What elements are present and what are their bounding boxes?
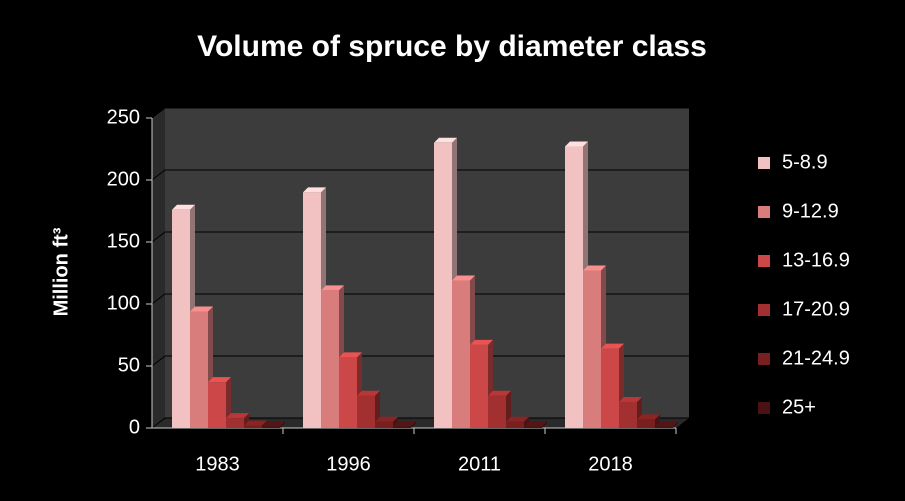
legend-swatch (758, 353, 770, 365)
floor (152, 418, 689, 428)
bar-side (393, 416, 398, 428)
x-tick-label: 1996 (326, 453, 371, 475)
y-tick-label: 200 (107, 168, 140, 190)
bar (339, 357, 357, 428)
bar-top (303, 187, 326, 193)
bar-top (357, 390, 380, 396)
bar-top (655, 421, 678, 427)
bar (375, 421, 393, 428)
bar (244, 425, 262, 428)
bar-side (524, 416, 529, 428)
bar (470, 344, 488, 428)
bar (506, 421, 524, 428)
bar-side (655, 414, 660, 428)
legend-swatch (758, 206, 770, 218)
bar-top (208, 377, 231, 383)
bar (172, 209, 190, 428)
y-tick-label: 150 (107, 230, 140, 252)
legend-swatch (758, 255, 770, 267)
grid-line (151, 107, 689, 119)
bar (190, 311, 208, 428)
bar-top (226, 413, 249, 419)
bar-side (411, 421, 416, 428)
legend-swatch (758, 304, 770, 316)
chart-title: Volume of spruce by diameter class (197, 30, 707, 63)
legend-swatch (758, 157, 770, 169)
bar (434, 142, 452, 429)
bar (488, 395, 506, 428)
bar (655, 426, 673, 428)
legend-label: 9-12.9 (782, 200, 839, 222)
bar-top (321, 285, 344, 291)
bar-top (393, 421, 416, 427)
grid-line (151, 169, 689, 181)
bar-top (565, 141, 588, 147)
bar (565, 146, 583, 428)
bar (452, 280, 470, 428)
y-axis-label: Million ft³ (50, 227, 72, 316)
bar-top (244, 420, 267, 426)
x-tick-label: 1983 (195, 453, 240, 475)
bar (583, 270, 601, 428)
bar (321, 290, 339, 428)
bar-top (339, 352, 362, 358)
bar-top (452, 275, 475, 281)
bar (208, 382, 226, 428)
bar-top (375, 416, 398, 422)
legend-label: 5-8.9 (782, 151, 828, 173)
bar (619, 401, 637, 428)
bar-side (542, 421, 547, 428)
legend-label: 25+ (782, 396, 816, 418)
bar-top (470, 339, 493, 345)
legend-label: 21-24.9 (782, 347, 850, 369)
side-wall (152, 108, 165, 428)
y-tick-label: 250 (107, 106, 140, 128)
bar-top (488, 390, 511, 396)
bar (357, 395, 375, 428)
grid-line (151, 293, 689, 305)
legend-label: 13-16.9 (782, 249, 850, 271)
bar (262, 426, 280, 428)
x-tick-label: 2011 (458, 453, 501, 475)
grid-line (151, 231, 689, 243)
bar (303, 192, 321, 428)
x-tick-label: 2018 (588, 453, 633, 475)
bar (601, 348, 619, 428)
bar-top (619, 396, 642, 402)
bar-top (434, 137, 457, 143)
y-tick-label: 100 (107, 292, 140, 314)
bar (226, 418, 244, 428)
grid-line (151, 355, 689, 367)
legend-label: 17-20.9 (782, 298, 850, 320)
bar-side (673, 421, 678, 428)
bar-top (262, 421, 285, 427)
legend-swatch (758, 402, 770, 414)
bar (393, 426, 411, 428)
bar-side (280, 421, 285, 428)
bar-top (601, 343, 624, 349)
bar-top (506, 416, 529, 422)
y-tick-label: 50 (118, 354, 140, 376)
bar-top (524, 421, 547, 427)
bar (637, 419, 655, 428)
bar-top (190, 306, 213, 312)
y-tick-label: 0 (129, 416, 140, 438)
bar (524, 426, 542, 428)
back-wall (165, 108, 689, 418)
bar-top (172, 204, 195, 210)
bar-top (637, 414, 660, 420)
bar-top (583, 265, 606, 271)
